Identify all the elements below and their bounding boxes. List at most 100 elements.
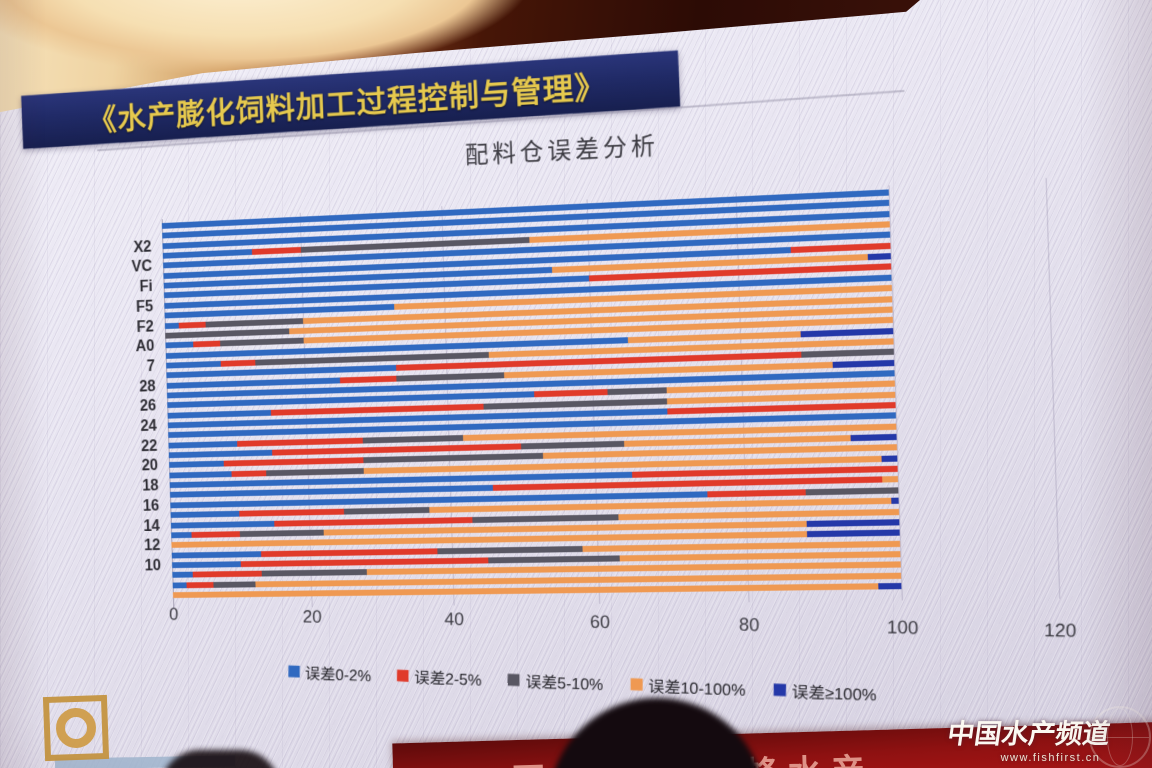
bar-segment bbox=[627, 330, 801, 343]
bar-segment bbox=[265, 467, 365, 476]
bar-segment bbox=[619, 550, 901, 562]
bar-segment bbox=[171, 531, 192, 539]
y-label-Fi: Fi bbox=[139, 278, 153, 296]
legend-swatch-icon bbox=[396, 669, 409, 682]
bar-segment bbox=[520, 440, 624, 450]
legend-label: 误差≥100% bbox=[791, 684, 877, 705]
x-tick-80: 80 bbox=[738, 614, 760, 636]
bar-segment bbox=[220, 337, 304, 347]
x-axis-labels: 0 20 40 60 80 100 120 bbox=[169, 604, 1076, 647]
chart-legend: 误差0-2% 误差2-5% 误差5-10% 误差10-100% 误差≥100% bbox=[191, 656, 986, 710]
bar-segment bbox=[890, 497, 899, 505]
bar-segment bbox=[343, 507, 430, 515]
bar-segment bbox=[623, 435, 851, 447]
bar-segment bbox=[168, 449, 273, 459]
bar-segment bbox=[850, 433, 897, 442]
y-label-26: 26 bbox=[139, 398, 157, 415]
bar-segment bbox=[168, 440, 238, 449]
bar-segment bbox=[162, 249, 253, 259]
legend-swatch-icon bbox=[507, 673, 520, 687]
bar-segment bbox=[261, 569, 368, 577]
bar-segment bbox=[169, 461, 225, 469]
y-label-X2: X2 bbox=[133, 238, 152, 256]
x-tick-60: 60 bbox=[589, 611, 610, 633]
bar-segment bbox=[632, 465, 898, 478]
globe-icon bbox=[1089, 706, 1151, 768]
bar-segment bbox=[261, 547, 438, 557]
bar-segment bbox=[533, 389, 608, 398]
y-label-18: 18 bbox=[142, 477, 159, 495]
bar-segment bbox=[220, 359, 256, 367]
bar-segment bbox=[252, 246, 301, 255]
bar-segment bbox=[274, 516, 473, 527]
x-tick-0: 0 bbox=[169, 604, 179, 624]
y-label-10: 10 bbox=[144, 557, 162, 575]
y-label-F5: F5 bbox=[135, 298, 154, 316]
gold-ring-icon bbox=[55, 707, 97, 749]
legend-label: 误差0-2% bbox=[304, 666, 372, 686]
legend-label: 误差5-10% bbox=[525, 674, 604, 695]
bar-segment bbox=[707, 489, 806, 498]
bar-segment bbox=[339, 375, 397, 383]
bar-segment bbox=[164, 322, 179, 329]
bar-segment bbox=[239, 508, 345, 517]
watermark: 中国水产频道 www.fishfirst.cn bbox=[945, 706, 1152, 768]
bar-segment bbox=[806, 519, 900, 527]
x-tick-40: 40 bbox=[444, 609, 464, 630]
bar-segment bbox=[166, 360, 222, 369]
bar-segment bbox=[805, 487, 899, 496]
y-label-12: 12 bbox=[143, 537, 161, 555]
legend-item: 误差0-2% bbox=[288, 660, 371, 687]
slide-content: 《水产膨化饲料加工过程控制与管理》 配料仓误差分析 X2 VC Fi F5 F2 A0 7 2… bbox=[21, 0, 1152, 728]
legend-swatch-icon bbox=[773, 683, 786, 697]
y-label-16: 16 bbox=[142, 497, 160, 515]
bar-segment bbox=[171, 550, 262, 559]
bar-segment bbox=[172, 561, 241, 569]
bar-segment bbox=[618, 508, 900, 520]
x-tick-120: 120 bbox=[1043, 619, 1077, 642]
bar-segment bbox=[363, 453, 544, 464]
y-label-24: 24 bbox=[140, 418, 158, 435]
bar-segment bbox=[488, 555, 621, 564]
bar-segment bbox=[239, 529, 324, 537]
bar-segment bbox=[790, 242, 891, 253]
legend-label: 误差10-100% bbox=[648, 678, 746, 700]
bar-segment bbox=[807, 529, 900, 538]
bar-segment bbox=[166, 377, 341, 389]
y-label-7: 7 bbox=[146, 358, 156, 375]
y-label-20: 20 bbox=[141, 457, 159, 475]
bar-segment bbox=[800, 327, 894, 337]
bar-segment bbox=[192, 570, 262, 578]
bar-segment bbox=[169, 470, 232, 479]
bar-segment bbox=[186, 581, 214, 588]
y-label-A0: A0 bbox=[135, 338, 155, 356]
bar-segment bbox=[231, 470, 266, 477]
bar-segment bbox=[878, 582, 902, 590]
watermark-title: 中国水产频道 bbox=[945, 719, 1112, 749]
bar-segment bbox=[223, 457, 364, 467]
bar-segment bbox=[582, 540, 901, 552]
bar-segment bbox=[237, 437, 364, 447]
bar-segment bbox=[881, 455, 898, 462]
watermark-url: www.fishfirst.cn bbox=[1000, 752, 1101, 764]
bar-segment bbox=[172, 582, 187, 588]
y-label-F2: F2 bbox=[136, 318, 155, 336]
legend-item: 误差2-5% bbox=[396, 664, 482, 691]
bar-segment bbox=[191, 531, 240, 538]
y-label-28: 28 bbox=[139, 378, 156, 396]
chart: X2 VC Fi F5 F2 A0 7 28 26 24 22 20 18 16 14 12 10 0 20 40 6… bbox=[89, 140, 1111, 726]
gridline-120 bbox=[1045, 177, 1061, 599]
bar-segment bbox=[213, 581, 256, 588]
bar-segment bbox=[832, 359, 895, 368]
bar-segment bbox=[165, 341, 193, 349]
bar-segment bbox=[170, 510, 240, 519]
y-label-22: 22 bbox=[140, 437, 158, 455]
legend-item: 误差10-100% bbox=[630, 672, 746, 701]
bar-segment bbox=[801, 348, 894, 358]
legend-item: 误差≥100% bbox=[773, 677, 877, 705]
plot-area bbox=[161, 177, 1061, 609]
legend-label: 误差2-5% bbox=[414, 670, 482, 690]
bar-segment bbox=[172, 571, 193, 578]
y-label-VC: VC bbox=[131, 258, 153, 276]
